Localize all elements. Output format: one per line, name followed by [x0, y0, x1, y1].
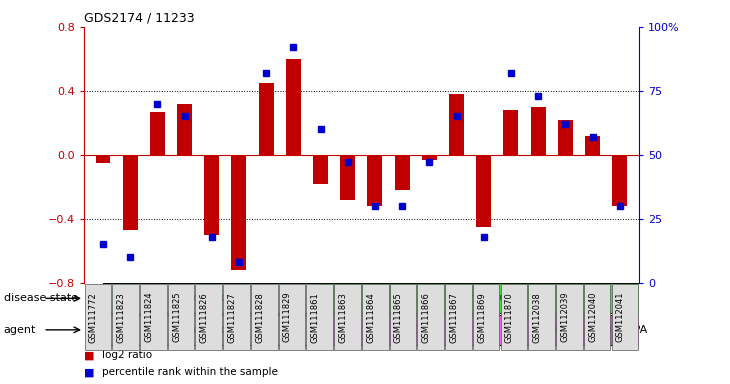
Bar: [150, 112, 165, 155]
Text: GSM111870: GSM111870: [505, 292, 514, 343]
Text: DITPA: DITPA: [413, 325, 445, 335]
Text: GSM112040: GSM112040: [588, 292, 597, 343]
Bar: [103, 283, 320, 313]
Bar: [320, 315, 538, 345]
Bar: [231, 155, 247, 270]
Text: GSM111826: GSM111826: [200, 292, 209, 343]
Text: ■: ■: [84, 350, 94, 360]
Bar: [177, 104, 192, 155]
Text: GDS2174 / 11233: GDS2174 / 11233: [84, 11, 195, 24]
Text: GSM111861: GSM111861: [311, 292, 320, 343]
Text: GSM111866: GSM111866: [422, 292, 431, 343]
Bar: [538, 315, 647, 345]
Text: GSM112038: GSM112038: [533, 292, 542, 343]
Text: disease state: disease state: [4, 293, 78, 303]
Text: ■: ■: [84, 367, 94, 377]
Text: GSM111828: GSM111828: [255, 292, 264, 343]
Bar: [123, 155, 138, 230]
Bar: [476, 155, 491, 227]
Bar: [449, 94, 464, 155]
Bar: [585, 136, 600, 155]
Bar: [395, 155, 410, 190]
Bar: [504, 110, 518, 155]
Text: GSM111864: GSM111864: [366, 292, 375, 343]
Text: captopril and DITPA: captopril and DITPA: [538, 325, 647, 335]
Text: GSM111865: GSM111865: [394, 292, 403, 343]
Bar: [422, 155, 437, 159]
Text: control: control: [193, 325, 231, 335]
Text: GSM111825: GSM111825: [172, 292, 181, 343]
Text: log2 ratio: log2 ratio: [102, 350, 153, 360]
Text: GSM111867: GSM111867: [450, 292, 458, 343]
Bar: [367, 155, 383, 206]
Bar: [340, 155, 356, 200]
Text: agent: agent: [4, 325, 36, 335]
Bar: [531, 107, 545, 155]
Text: GSM112041: GSM112041: [616, 292, 625, 343]
Text: GSM111863: GSM111863: [339, 292, 347, 343]
Bar: [313, 155, 328, 184]
Bar: [103, 315, 320, 345]
Text: GSM112039: GSM112039: [561, 292, 569, 343]
Text: control: control: [193, 293, 231, 303]
Bar: [612, 155, 627, 206]
Text: GSM111772: GSM111772: [89, 292, 98, 343]
Bar: [558, 119, 573, 155]
Text: GSM111823: GSM111823: [117, 292, 126, 343]
Text: GSM111824: GSM111824: [145, 292, 153, 343]
Bar: [96, 155, 110, 163]
Text: GSM111827: GSM111827: [228, 292, 237, 343]
Bar: [258, 83, 274, 155]
Bar: [204, 155, 219, 235]
Text: heart failure: heart failure: [449, 293, 518, 303]
Text: GSM111829: GSM111829: [283, 292, 292, 343]
Bar: [286, 59, 301, 155]
Text: percentile rank within the sample: percentile rank within the sample: [102, 367, 278, 377]
Bar: [320, 283, 647, 313]
Text: GSM111869: GSM111869: [477, 292, 486, 343]
